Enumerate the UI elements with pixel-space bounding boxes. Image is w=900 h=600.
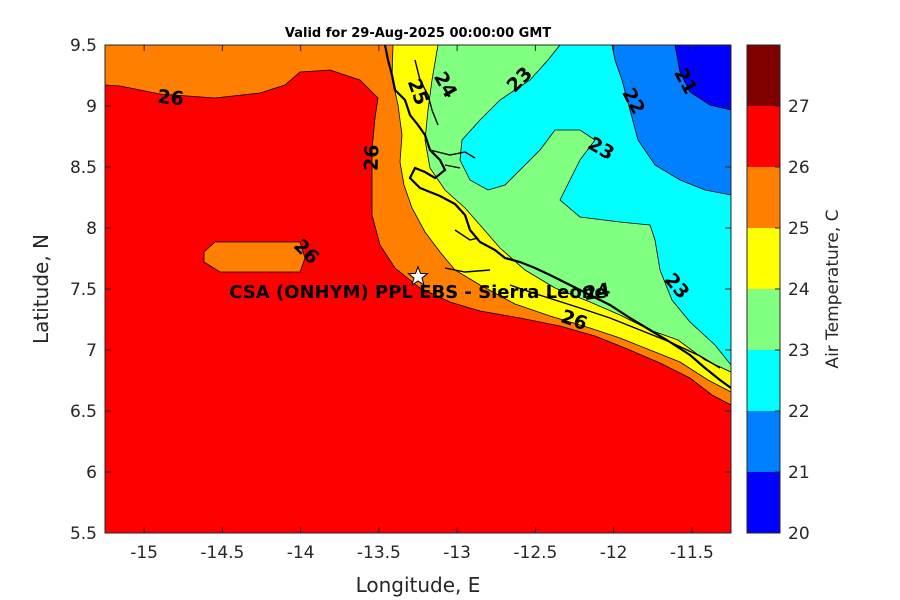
x-tick-label: -13	[443, 543, 471, 563]
site-star-icon	[407, 265, 429, 287]
y-tick-label: 9.5	[70, 36, 97, 56]
colorbar-swatch	[747, 106, 780, 167]
y-tick-label: 7	[86, 341, 97, 361]
colorbar-tick-label: 22	[788, 402, 810, 422]
colorbar-swatch	[747, 228, 780, 289]
y-axis-ticks: 5.5 6 6.5 7 7.5 8 8.5 9 9.5	[70, 36, 731, 544]
colorbar-tick-label: 25	[788, 219, 810, 239]
colorbar-swatch	[747, 167, 780, 228]
colorbar-tick-label: 21	[788, 463, 810, 483]
y-tick-label: 8.5	[70, 158, 97, 178]
x-tick-label: -12	[600, 543, 628, 563]
y-tick-label: 6	[86, 463, 97, 483]
map-title: Valid for 29-Aug-2025 00:00:00 GMT	[285, 26, 551, 41]
y-axis-label: Latitude, N	[29, 234, 53, 344]
coastline	[383, 45, 731, 389]
x-tick-label: -14	[287, 543, 315, 563]
x-axis-label: Longitude, E	[356, 573, 481, 597]
colorbar-swatch	[747, 289, 780, 350]
band-25-island	[203, 241, 306, 273]
y-tick-label: 6.5	[70, 402, 97, 422]
colorbar-ticks: 20 21 22 23 24 25 26 27	[775, 97, 810, 544]
contour-label: 26	[156, 86, 185, 111]
coastline-detail	[414, 59, 721, 369]
colorbar-swatch	[747, 350, 780, 411]
colorbar-swatch	[747, 472, 780, 533]
contour-label: 26	[361, 144, 384, 171]
y-tick-label: 7.5	[70, 280, 97, 300]
x-axis-ticks: -15 -14.5 -14 -13.5 -13 -12.5 -12 -11.5	[130, 45, 714, 563]
site-label: CSA (ONHYM) PPL EBS - Sierra Leone	[229, 282, 606, 303]
y-tick-label: 9	[86, 97, 97, 117]
y-tick-label: 8	[86, 219, 97, 239]
colorbar-tick-label: 20	[788, 524, 810, 544]
colorbar-tick-label: 23	[788, 341, 810, 361]
band-20-21	[674, 45, 731, 111]
x-tick-label: -11.5	[670, 543, 714, 563]
colorbar	[747, 45, 780, 533]
colorbar-tick-label: 24	[788, 280, 810, 300]
x-tick-label: -14.5	[200, 543, 244, 563]
x-tick-label: -15	[130, 543, 158, 563]
colorbar-swatch	[747, 411, 780, 472]
colorbar-tick-label: 27	[788, 97, 810, 117]
colorbar-label: Air Temperature, C	[823, 209, 843, 368]
x-tick-label: -12.5	[513, 543, 557, 563]
plot-area: 26 26 26 24 25 23 23 22 21 23 24 26 CSA …	[105, 45, 731, 533]
y-tick-label: 5.5	[70, 524, 97, 544]
colorbar-tick-label: 26	[788, 158, 810, 178]
colorbar-swatch	[747, 45, 780, 106]
contour-label: 24	[582, 279, 612, 305]
x-tick-label: -13.5	[357, 543, 401, 563]
